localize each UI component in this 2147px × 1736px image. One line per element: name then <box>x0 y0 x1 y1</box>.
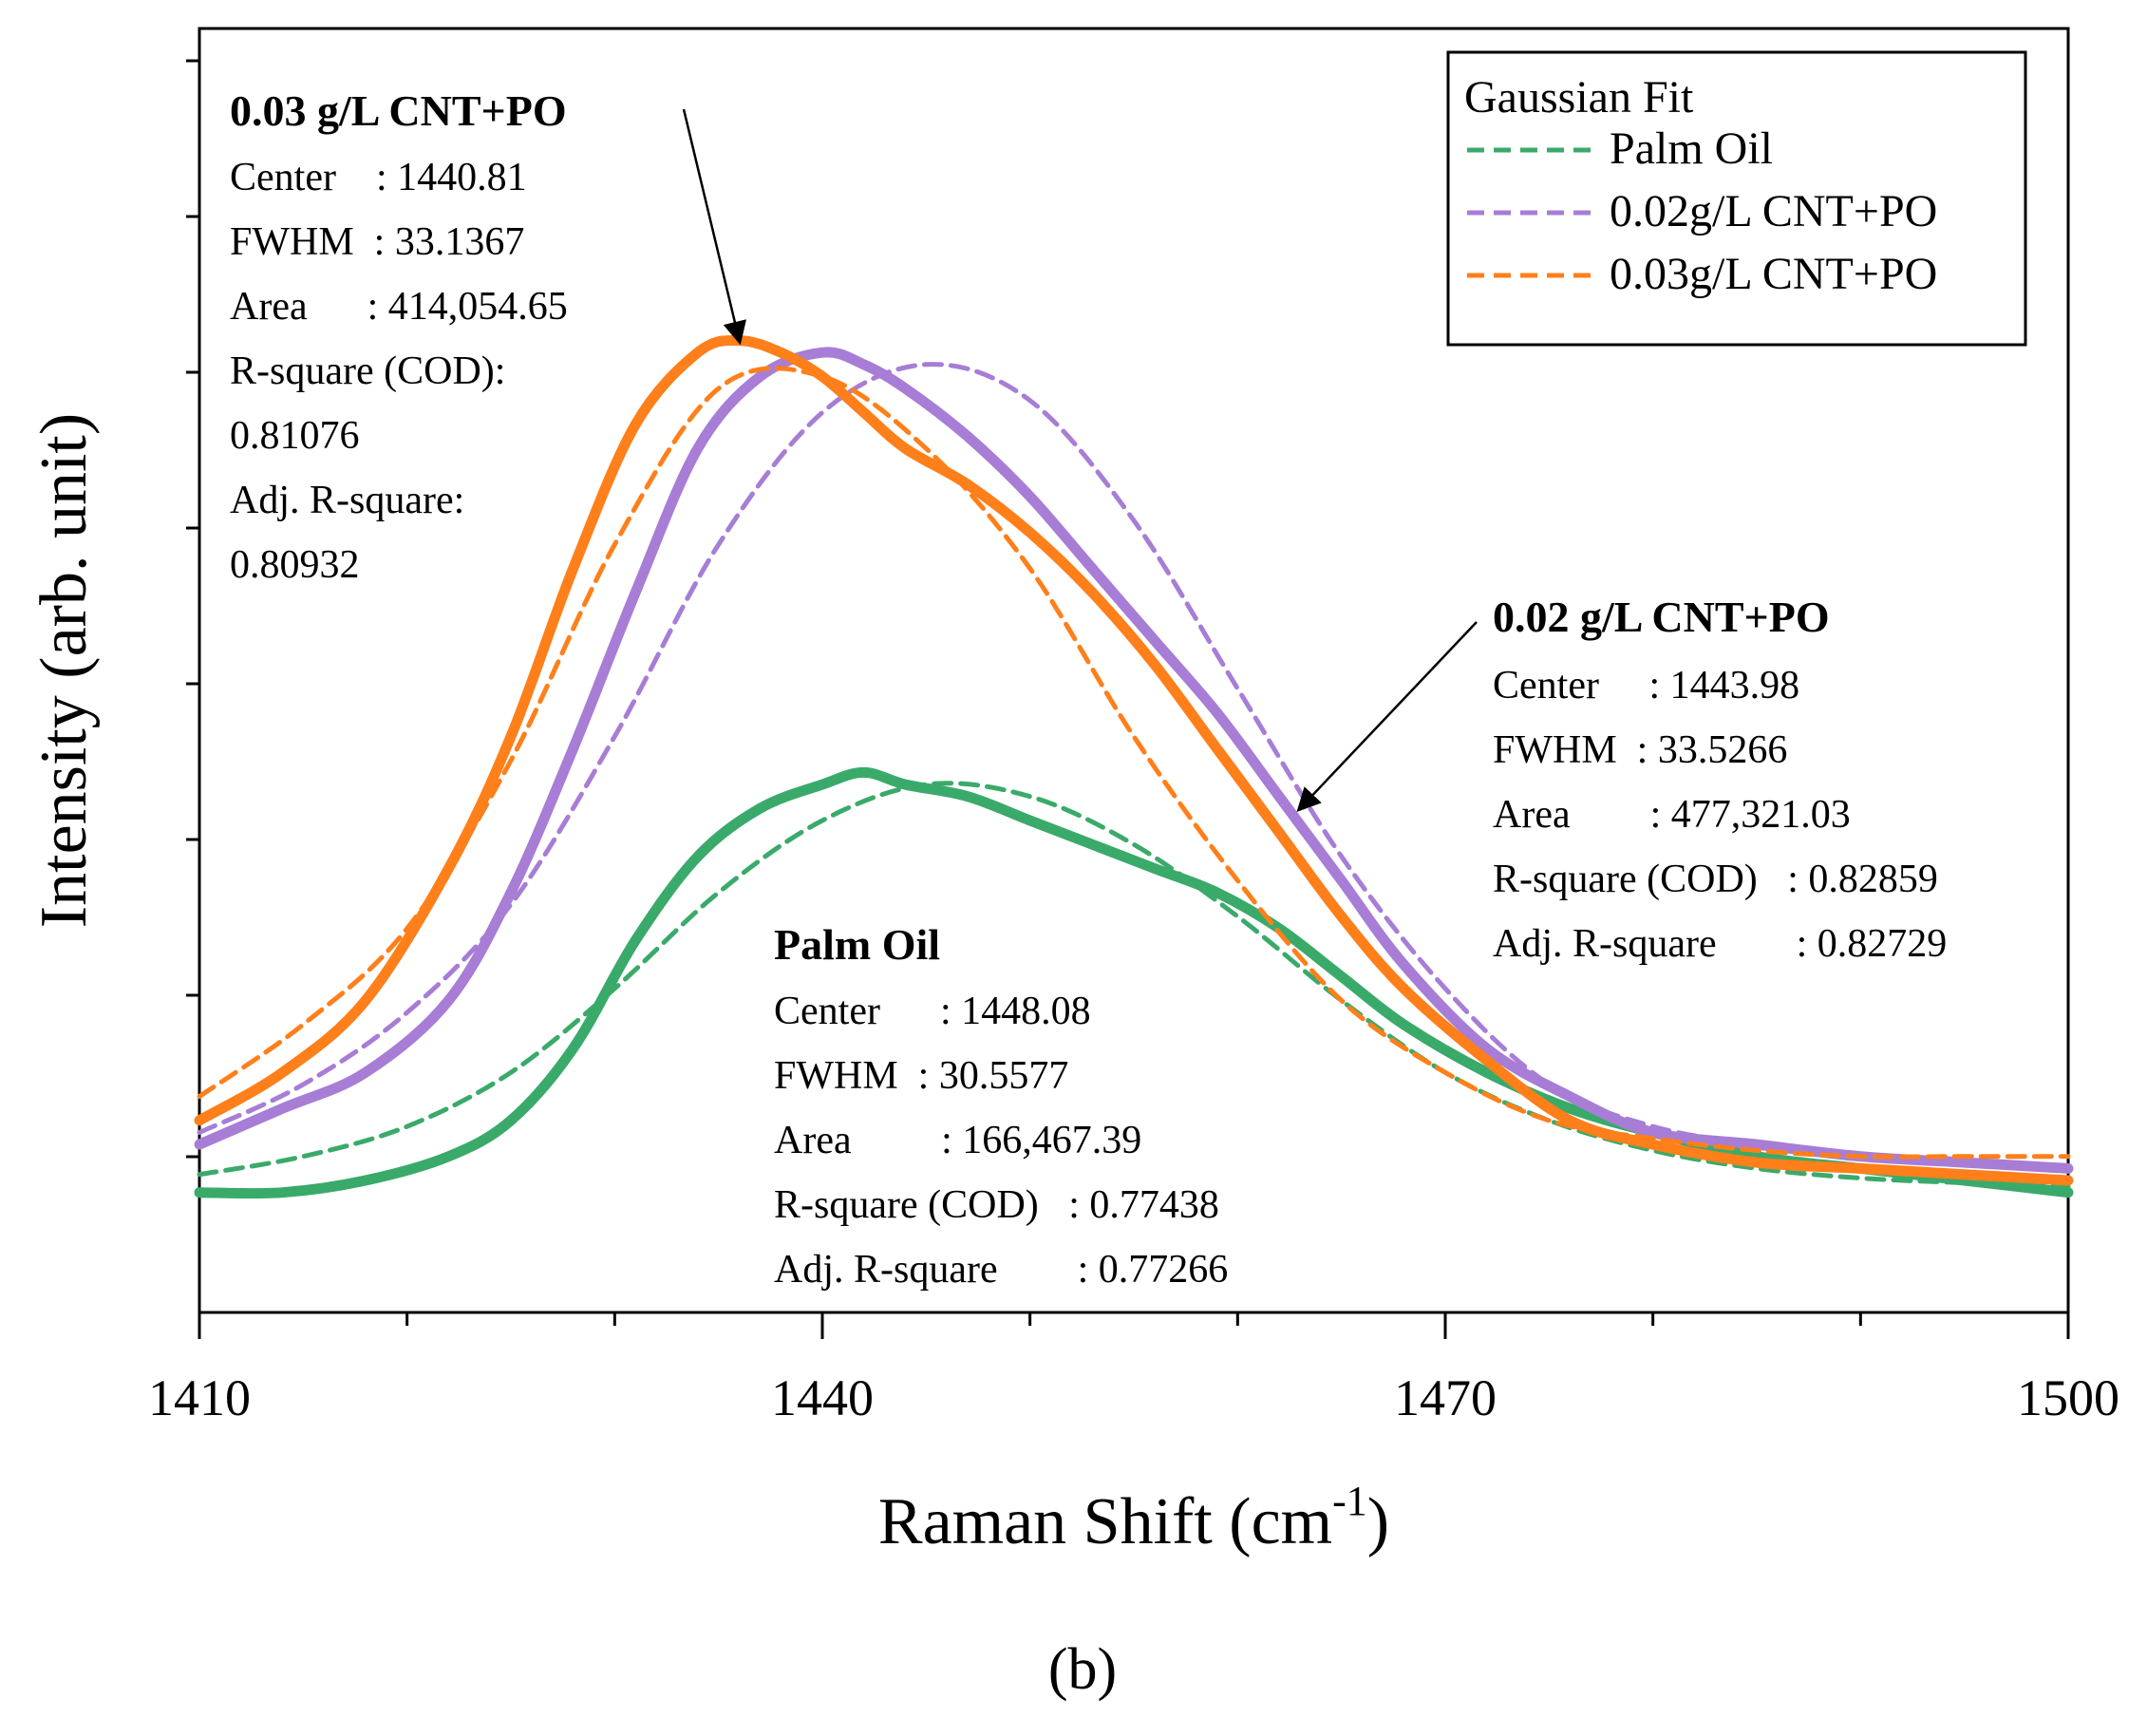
x-tick-label-1440: 1440 <box>771 1369 874 1426</box>
annotation-cnt-003: 0.03 g/L CNT+PO Center : 1440.81 FWHM : … <box>230 86 568 587</box>
annotation-cnt-002-title: 0.02 g/L CNT+PO <box>1493 593 1830 641</box>
legend: Gaussian Fit Palm Oil 0.02g/L CNT+PO 0.03g… <box>1446 50 2027 347</box>
x-tick-label-1410: 1410 <box>148 1369 251 1426</box>
annotation-palm-oil: Palm Oil Center : 1448.08 FWHM : 30.5577… <box>774 920 1228 1292</box>
annotation-cnt-003-line-2: Area : 414,054.65 <box>230 285 568 329</box>
y-axis-ticks <box>186 59 199 1159</box>
annotation-cnt-003-line-1: FWHM : 33.1367 <box>230 220 524 264</box>
annotation-arrows <box>682 108 1478 812</box>
arrow-cnt-003 <box>682 108 747 346</box>
annotation-palm-oil-line-1: FWHM : 30.5577 <box>774 1054 1068 1098</box>
panel-label: (b) <box>1048 1637 1117 1702</box>
x-axis-ticks: 1410 1440 1470 1500 <box>148 1312 2119 1426</box>
annotation-cnt-003-title: 0.03 g/L CNT+PO <box>230 86 567 135</box>
annotation-palm-oil-title: Palm Oil <box>774 920 940 969</box>
annotation-cnt-003-line-6: 0.80932 <box>230 543 360 587</box>
series-cnt-003-fit <box>197 366 2071 1160</box>
series-layer <box>194 335 2074 1199</box>
legend-label-0: Palm Oil <box>1610 123 1773 174</box>
annotation-cnt-003-line-4: 0.81076 <box>230 414 360 458</box>
legend-entries: Palm Oil 0.02g/L CNT+PO 0.03g/L CNT+PO <box>1467 123 1937 299</box>
series-cnt-003-data <box>194 335 2074 1186</box>
series-cnt-002-fit <box>197 362 2071 1171</box>
annotation-cnt-002-line-2: Area : 477,321.03 <box>1493 793 1851 837</box>
annotation-cnt-003-line-5: Adj. R-square: <box>230 479 464 522</box>
annotation-cnt-003-line-3: R-square (COD): <box>230 349 505 393</box>
x-axis-title-close: ) <box>1367 1485 1389 1558</box>
legend-title: Gaussian Fit <box>1464 72 1694 123</box>
x-axis-title: Raman Shift (cm-1) <box>878 1478 1389 1558</box>
annotation-cnt-002-line-0: Center : 1443.98 <box>1493 664 1799 708</box>
series-cnt-002-data <box>194 347 2074 1174</box>
annotation-cnt-002-line-1: FWHM : 33.5266 <box>1493 728 1787 772</box>
y-axis-title: Intensity (arb. unit) <box>28 413 101 928</box>
legend-label-2: 0.03g/L CNT+PO <box>1610 249 1937 299</box>
annotation-cnt-003-line-0: Center : 1440.81 <box>230 156 527 199</box>
annotation-cnt-002: 0.02 g/L CNT+PO Center : 1443.98 FWHM : … <box>1493 593 1947 966</box>
arrow-cnt-002 <box>1296 621 1478 812</box>
x-axis-title-main: Raman Shift (cm <box>878 1485 1332 1558</box>
annotation-palm-oil-line-2: Area : 166,467.39 <box>774 1119 1141 1162</box>
legend-label-1: 0.02g/L CNT+PO <box>1610 186 1937 236</box>
annotation-cnt-002-line-4: Adj. R-square : 0.82729 <box>1493 922 1947 966</box>
annotation-palm-oil-line-0: Center : 1448.08 <box>774 990 1091 1033</box>
annotation-palm-oil-line-3: R-square (COD) : 0.77438 <box>774 1183 1219 1227</box>
legend-box <box>1446 50 2027 347</box>
x-axis-title-sup: -1 <box>1332 1478 1367 1524</box>
annotation-palm-oil-line-4: Adj. R-square : 0.77266 <box>774 1248 1228 1292</box>
series-palm-oil-fit <box>197 781 2071 1189</box>
x-tick-label-1500: 1500 <box>2017 1369 2119 1426</box>
x-tick-label-1470: 1470 <box>1394 1369 1497 1426</box>
plot-frame <box>198 27 2070 1314</box>
annotation-cnt-002-line-3: R-square (COD) : 0.82859 <box>1493 858 1938 901</box>
